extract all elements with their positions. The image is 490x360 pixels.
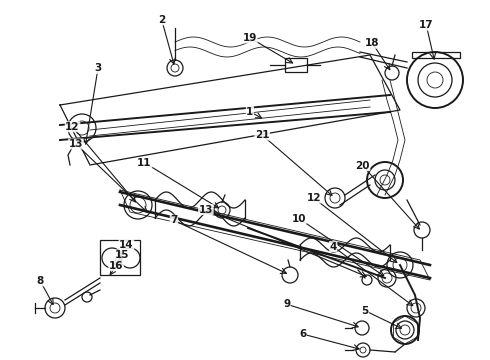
Text: 12: 12: [306, 193, 321, 203]
Text: 9: 9: [283, 299, 290, 309]
Text: 21: 21: [255, 130, 270, 140]
Text: 7: 7: [170, 215, 178, 225]
Text: 13: 13: [198, 204, 213, 215]
Text: 15: 15: [115, 250, 130, 260]
Text: 2: 2: [158, 15, 165, 25]
Text: 14: 14: [119, 240, 134, 250]
Text: 12: 12: [65, 122, 80, 132]
Text: 10: 10: [292, 213, 306, 224]
Text: 6: 6: [299, 329, 306, 339]
Text: 20: 20: [355, 161, 370, 171]
Text: 5: 5: [362, 306, 368, 316]
Bar: [285, 58, 307, 72]
Text: 11: 11: [137, 158, 152, 168]
Text: 19: 19: [243, 33, 257, 43]
Bar: [100, 240, 140, 275]
Text: 3: 3: [95, 63, 101, 73]
Text: 13: 13: [69, 139, 83, 149]
Text: 17: 17: [419, 20, 434, 30]
Text: 4: 4: [329, 242, 337, 252]
Text: 16: 16: [109, 261, 123, 271]
Text: 1: 1: [246, 107, 253, 117]
Text: 8: 8: [37, 276, 44, 286]
Text: 18: 18: [365, 38, 380, 48]
